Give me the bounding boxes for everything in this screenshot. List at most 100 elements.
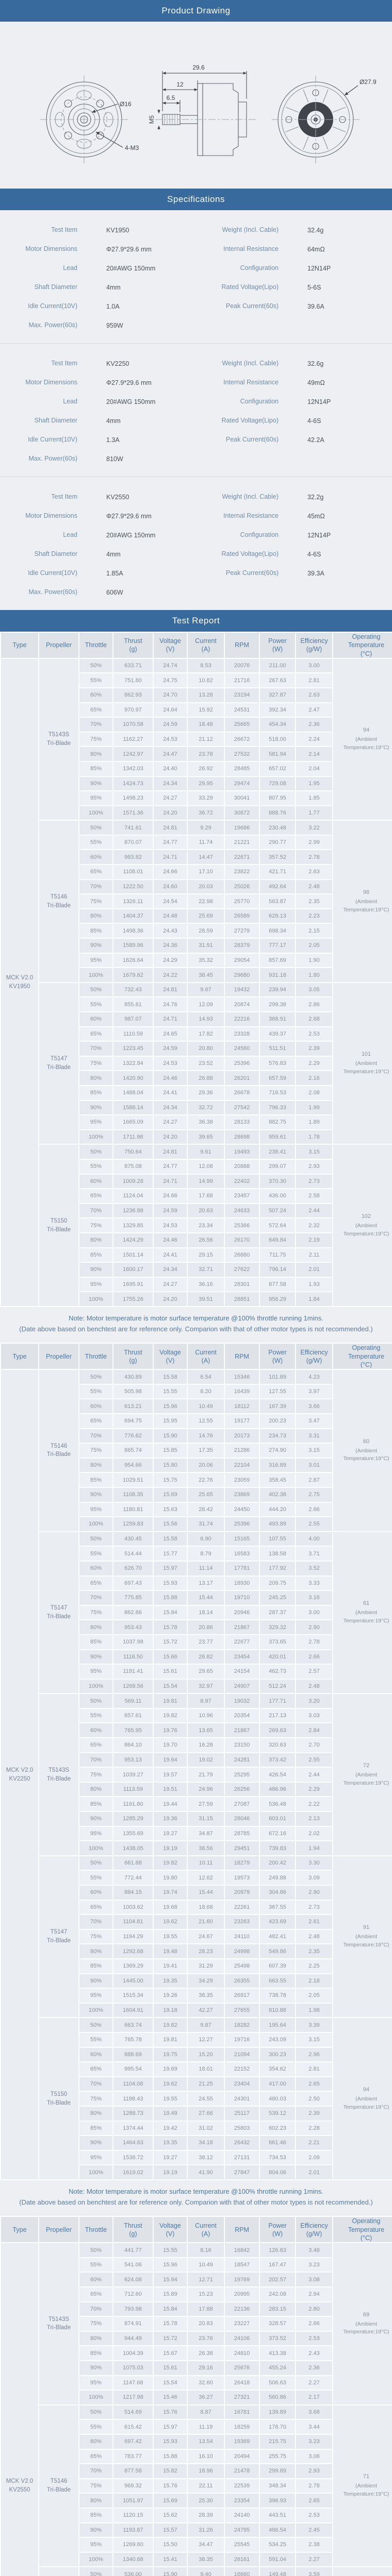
data-cell: 20.63 [188, 1204, 224, 1218]
data-cell: 32.60 [188, 2376, 224, 2390]
data-cell: 15.97 [154, 2420, 187, 2434]
data-cell: 55% [79, 1871, 112, 1885]
data-cell: 18112 [225, 1399, 259, 1413]
table-row: 85% 1488.04 24.41 29.36 26678 716.53 2.08 [1, 1086, 392, 1100]
data-cell: 1075.03 [113, 2361, 153, 2375]
data-cell: 2.23 [296, 909, 332, 923]
data-cell: 95% [79, 1502, 112, 1517]
spec-row: Idle Current(10V) 1.3A Peak Current(60s) 42… [0, 430, 392, 449]
data-cell: 931.18 [260, 968, 295, 982]
data-cell: 85% [79, 2508, 112, 2522]
data-cell: 267.63 [260, 673, 295, 687]
data-cell: 239.94 [260, 982, 295, 997]
data-cell: 70% [79, 1753, 112, 1767]
data-cell: 358.45 [260, 1473, 295, 1487]
data-cell: 55% [79, 1708, 112, 1723]
table-row: 80% 1051.97 15.69 25.30 23354 396.93 2.65 [1, 2494, 392, 2507]
data-cell: 882.75 [260, 1115, 295, 1129]
column-header: Operating Temperature (°C) [333, 633, 392, 658]
data-cell: 1679.62 [113, 968, 153, 982]
data-cell: 138.58 [260, 1547, 295, 1561]
data-cell: 20.80 [188, 1042, 224, 1056]
spec-value: 32.2g [307, 493, 324, 501]
data-cell: 8.79 [188, 1547, 224, 1561]
data-cell: 864.10 [113, 1738, 153, 1752]
data-cell: 18547 [225, 2258, 259, 2272]
data-cell: 3.33 [296, 1576, 332, 1590]
data-cell: 101.89 [260, 1370, 295, 1384]
side-view-drawing [155, 71, 258, 156]
data-cell: 2.19 [296, 1233, 332, 1247]
spec-value: 45mΩ [307, 512, 325, 520]
data-cell: 60% [79, 2273, 112, 2286]
test-report-section: Type Propeller Throttle Thrust (g) Voltage (V)… [0, 632, 392, 2576]
product-drawing-section: Ø16 4-M3 [0, 22, 392, 189]
data-cell: 328.57 [260, 2317, 295, 2331]
data-cell: 1.77 [296, 806, 332, 820]
data-cell: 70% [79, 718, 112, 732]
data-cell: 19.36 [154, 1812, 187, 1826]
data-cell: 2.22 [296, 1797, 332, 1811]
data-cell: 2.14 [296, 747, 332, 761]
data-cell: 2.81 [296, 2062, 332, 2076]
data-cell: 15.50 [154, 2538, 187, 2552]
data-cell: 1113.59 [113, 1782, 153, 1797]
data-cell: 649.84 [260, 1233, 295, 1247]
data-cell: 1193.87 [113, 2523, 153, 2537]
propeller-cell: T5143S Tri-Blade [39, 1694, 78, 1855]
data-cell: 41.90 [188, 2165, 224, 2179]
data-cell: 55% [79, 1159, 112, 1174]
data-cell: 19.74 [154, 1886, 187, 1900]
data-cell: 518.00 [260, 732, 295, 747]
data-cell: 26678 [225, 1086, 259, 1100]
table-row: T5147 Tri-Blade 50% 661.88 19.82 10.11 18279 20… [1, 1856, 392, 2018]
section-title: Product Drawing [161, 6, 231, 15]
data-cell: 15.44 [188, 1591, 224, 1605]
section-header-product-drawing: Product Drawing [0, 0, 392, 22]
data-cell: 31.15 [188, 1812, 224, 1826]
data-cell: 15.61 [154, 1665, 187, 1679]
spec-row: Max. Power(60s) 606W [0, 583, 392, 602]
data-cell: 55% [79, 1547, 112, 1561]
data-cell: 36.16 [188, 1277, 224, 1292]
data-cell: 536.48 [260, 1797, 295, 1811]
data-cell: 55% [79, 835, 112, 850]
data-cell: 870.07 [113, 835, 153, 850]
data-cell: 32.97 [188, 1679, 224, 1693]
data-cell: 15.62 [154, 2508, 187, 2522]
data-cell: 1004.39 [113, 2346, 153, 2360]
data-cell: 17.35 [188, 1444, 224, 1458]
data-cell: 24.81 [154, 1145, 187, 1159]
data-cell: 563.87 [260, 894, 295, 908]
table-row: 85% 1029.51 15.75 22.76 23059 358.45 2.87 [1, 1473, 392, 1487]
data-cell: 1.80 [296, 968, 332, 982]
data-cell: 1665.09 [113, 1115, 153, 1129]
data-cell: 25676 [225, 2361, 259, 2375]
data-cell: 2.01 [296, 1263, 332, 1277]
data-cell: 480.03 [260, 2092, 295, 2106]
data-cell: 95% [79, 1826, 112, 1841]
data-cell: 29451 [225, 1841, 259, 1855]
data-cell: 24.59 [154, 718, 187, 732]
data-cell: 1124.04 [113, 1189, 153, 1203]
data-cell: 95% [79, 2376, 112, 2390]
spec-row: Test Item KV1950 Weight (Incl. Cable) 32.4g [0, 221, 392, 240]
table-row: 60% 884.15 19.74 15.44 20979 304.86 2.90 [1, 1886, 392, 1900]
data-cell: 1538.72 [113, 2150, 153, 2165]
data-cell: 15.82 [154, 2464, 187, 2478]
data-cell: 50% [79, 1532, 112, 1546]
data-cell: 75% [79, 1605, 112, 1620]
data-cell: 15.54 [154, 2376, 187, 2390]
data-cell: 1.95 [296, 776, 332, 791]
data-cell: 26880 [225, 1248, 259, 1262]
data-cell: 24907 [225, 1679, 259, 1693]
data-cell: 624.08 [113, 2273, 153, 2286]
column-header: Type [1, 633, 38, 658]
data-cell: 783.77 [113, 2449, 153, 2464]
data-cell: 741.61 [113, 821, 153, 835]
data-cell: 603.01 [260, 1812, 295, 1826]
data-cell: 15.72 [154, 2331, 187, 2346]
data-cell: 443.51 [260, 2508, 295, 2522]
data-cell: 507.24 [260, 1204, 295, 1218]
data-cell: 24.59 [154, 1042, 187, 1056]
